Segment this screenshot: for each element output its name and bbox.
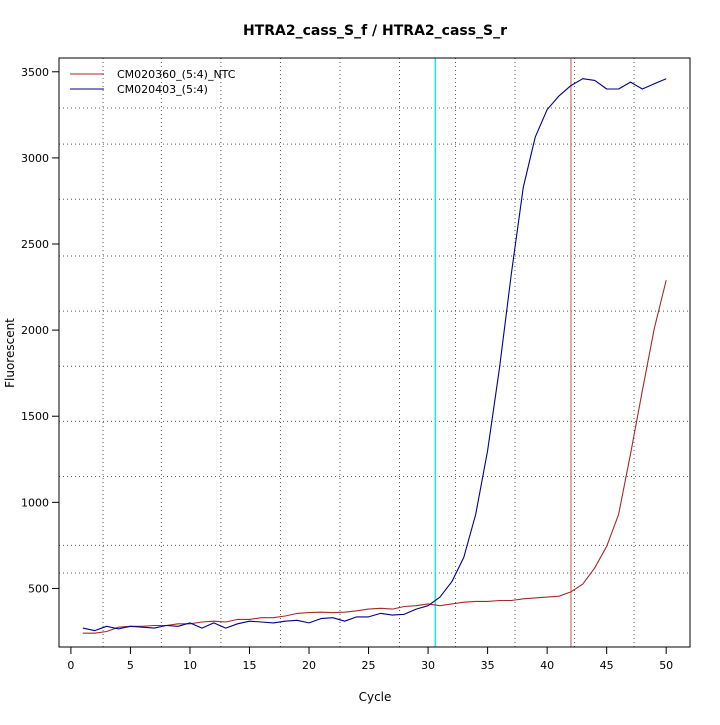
y-tick-label: 1500 [21, 410, 49, 423]
x-tick-label: 50 [659, 659, 673, 672]
x-tick-label: 35 [481, 659, 495, 672]
x-tick-label: 45 [600, 659, 614, 672]
y-tick-label: 2500 [21, 238, 49, 251]
y-axis: 500 1000 1500 2000 2500 3000 3500 [21, 66, 59, 595]
chart-title: HTRA2_cass_S_f / HTRA2_cass_S_r [243, 23, 507, 39]
y-tick-label: 2000 [21, 324, 49, 337]
x-tick-label: 20 [302, 659, 316, 672]
x-tick-label: 10 [183, 659, 197, 672]
legend-label: CM020360_(5:4)_NTC [117, 68, 236, 81]
threshold-markers [434, 58, 572, 647]
y-tick-label: 3500 [21, 66, 49, 79]
series-line [82, 78, 667, 632]
x-axis-label: Cycle [359, 690, 392, 704]
x-tick-label: 15 [242, 659, 256, 672]
legend-label: CM020403_(5:4) [117, 83, 208, 96]
y-tick-label: 1000 [21, 496, 49, 509]
y-axis-label: Fluorescent [3, 318, 17, 388]
y-tick-label: 500 [28, 582, 49, 595]
x-tick-label: 5 [127, 659, 134, 672]
legend: CM020360_(5:4)_NTC CM020403_(5:4) [70, 68, 236, 96]
x-axis: 0 5 10 15 20 25 30 35 40 45 50 [67, 647, 673, 672]
series-line [82, 280, 667, 634]
x-tick-label: 0 [67, 659, 74, 672]
x-tick-label: 25 [362, 659, 376, 672]
x-tick-label: 30 [421, 659, 435, 672]
x-tick-label: 40 [540, 659, 554, 672]
series-lines [82, 78, 667, 634]
plot-area-border [58, 57, 691, 648]
y-tick-label: 3000 [21, 152, 49, 165]
